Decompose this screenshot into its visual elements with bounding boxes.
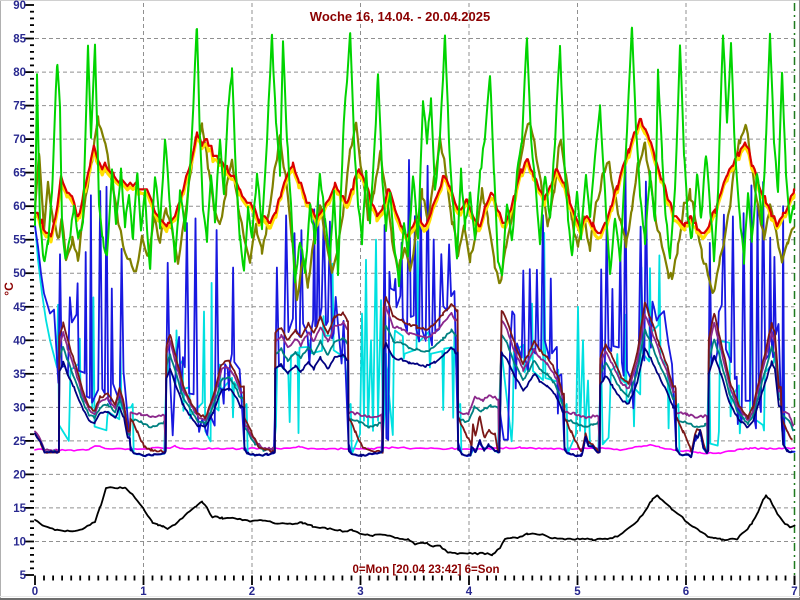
svg-text:1: 1: [140, 586, 147, 598]
svg-text:60: 60: [13, 201, 26, 213]
svg-text:0=Mon [20.04 23:42] 6=Son: 0=Mon [20.04 23:42] 6=Son: [352, 564, 499, 576]
svg-text:10: 10: [13, 537, 26, 549]
svg-text:90: 90: [13, 0, 26, 12]
svg-text:65: 65: [13, 168, 26, 180]
svg-text:15: 15: [13, 503, 26, 515]
svg-text:Woche 16, 14.04. - 20.04.2025: Woche 16, 14.04. - 20.04.2025: [310, 9, 490, 24]
svg-text:40: 40: [13, 335, 26, 347]
svg-text:25: 25: [13, 436, 26, 448]
svg-text:55: 55: [13, 235, 26, 247]
svg-text:30: 30: [13, 402, 26, 414]
svg-text:3: 3: [357, 586, 363, 598]
svg-text:20: 20: [13, 469, 26, 481]
svg-text:50: 50: [13, 268, 26, 280]
svg-text:5: 5: [574, 586, 581, 598]
svg-text:35: 35: [13, 369, 26, 381]
svg-text:7: 7: [791, 586, 797, 598]
svg-text:80: 80: [13, 67, 26, 79]
svg-text:°C: °C: [2, 282, 16, 296]
svg-text:85: 85: [13, 34, 26, 46]
svg-text:5: 5: [20, 570, 27, 582]
svg-text:0: 0: [32, 586, 38, 598]
svg-text:45: 45: [13, 302, 26, 314]
svg-text:75: 75: [13, 101, 26, 113]
svg-text:4: 4: [466, 586, 473, 598]
svg-text:6: 6: [683, 586, 689, 598]
svg-text:2: 2: [249, 586, 255, 598]
svg-text:70: 70: [13, 134, 26, 146]
